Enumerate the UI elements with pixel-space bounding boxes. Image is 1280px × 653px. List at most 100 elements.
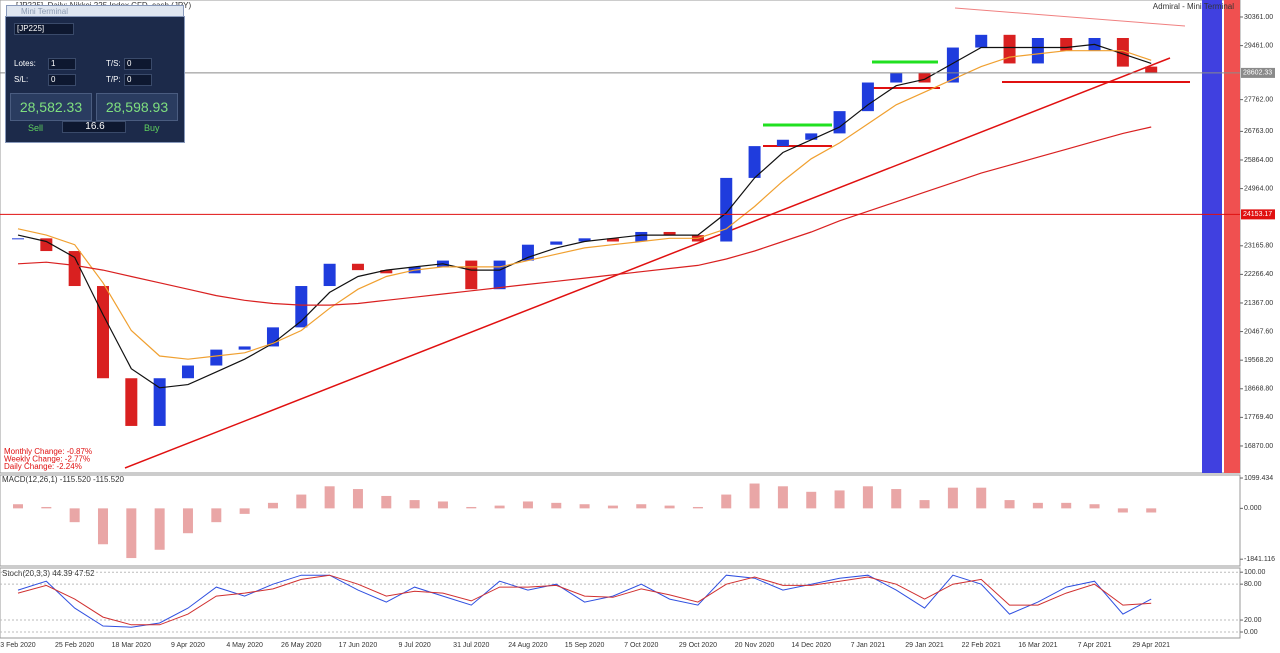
- macd-bar: [806, 491, 817, 509]
- candle: [663, 231, 676, 236]
- macd-bar: [551, 502, 562, 509]
- y-tick-label: 20467.60: [1244, 328, 1273, 335]
- candle: [465, 260, 478, 290]
- candle: [96, 286, 109, 379]
- price-level-box: [1241, 67, 1275, 78]
- macd-bar: [239, 508, 250, 514]
- candle: [40, 238, 53, 252]
- macd-bar: [41, 506, 52, 509]
- x-tick-label: 22 Feb 2021: [962, 642, 1001, 649]
- macd-bar: [1146, 508, 1157, 513]
- macd-panel: [0, 474, 1241, 567]
- candle: [550, 241, 563, 245]
- y-tick-label: 100.00: [1244, 569, 1266, 576]
- stoch-line: [17, 574, 1152, 626]
- annotation: Weekly Change: -2.77%: [4, 455, 90, 464]
- sell-button[interactable]: Sell: [28, 123, 44, 133]
- x-tick-label: 9 Jul 2020: [398, 642, 430, 649]
- macd-bar: [13, 504, 23, 509]
- annotation: Daily Change: -2.24%: [4, 462, 82, 471]
- moving-average: [17, 126, 1152, 306]
- candle: [68, 251, 81, 287]
- macd-bar: [607, 505, 618, 509]
- spread: 16.6: [62, 121, 126, 133]
- y-tick-label: 20.00: [1244, 617, 1262, 624]
- y-tick-label: 25864.00: [1244, 157, 1273, 164]
- macd-bar: [664, 505, 675, 509]
- buy-button[interactable]: Buy: [144, 123, 160, 133]
- candle: [975, 34, 988, 48]
- y-tick-label: 29461.00: [1244, 42, 1273, 49]
- macd-bar: [466, 506, 477, 509]
- candle: [833, 111, 846, 134]
- candle: [295, 286, 308, 328]
- price-level-label: 24153.17: [1243, 211, 1272, 218]
- macd-bar: [494, 505, 505, 509]
- ts[interactable]: 0: [124, 58, 152, 70]
- candle: [351, 263, 364, 271]
- macd-title: MACD(12,26,1) -115.520 -115.520: [2, 475, 125, 484]
- macd-bar: [947, 487, 958, 509]
- symbol[interactable]: [JP225]: [14, 23, 74, 35]
- macd-bar: [1117, 508, 1128, 513]
- bid[interactable]: 28,582.33: [10, 93, 92, 121]
- candle: [890, 72, 903, 83]
- x-tick-label: 7 Apr 2021: [1078, 642, 1112, 649]
- candle: [323, 263, 336, 287]
- trend-line: [954, 7, 1186, 27]
- y-tick-label: 0.00: [1244, 629, 1258, 636]
- x-tick-label: 29 Apr 2021: [1132, 642, 1170, 649]
- macd-bar: [409, 500, 420, 509]
- tp[interactable]: 0: [124, 74, 152, 86]
- candle: [153, 378, 166, 426]
- candle: [805, 133, 818, 140]
- macd-bar: [296, 494, 307, 509]
- x-tick-label: 31 Jul 2020: [453, 642, 489, 649]
- y-tick-label: 26763.00: [1244, 128, 1273, 135]
- macd-bar: [636, 504, 647, 509]
- candle: [606, 238, 619, 242]
- macd-bar: [919, 500, 930, 509]
- macd-bar: [126, 508, 137, 559]
- candle: [748, 146, 761, 178]
- annotation: Monthly Change: -0.87%: [4, 447, 92, 456]
- x-tick-label: 24 Aug 2020: [508, 642, 547, 649]
- candle: [776, 139, 789, 147]
- candle: [1116, 37, 1129, 67]
- candle: [181, 365, 194, 379]
- candle: [946, 47, 959, 83]
- x-tick-label: 29 Oct 2020: [679, 642, 717, 649]
- moving-average: [17, 43, 1152, 389]
- macd-bar: [154, 508, 165, 550]
- x-tick-label: 29 Jan 2021: [905, 642, 944, 649]
- y-tick-label: 23165.80: [1244, 243, 1273, 250]
- y-tick-label: 24964.00: [1244, 185, 1273, 192]
- macd-bar: [381, 495, 392, 509]
- macd-bar: [211, 508, 222, 523]
- stoch-panel: [0, 567, 1241, 639]
- sl[interactable]: 0: [48, 74, 76, 86]
- x-tick-label: 7 Jan 2021: [851, 642, 886, 649]
- candle: [1145, 66, 1158, 73]
- y-tick-label: 80.00: [1244, 581, 1262, 588]
- candle: [238, 346, 251, 350]
- macd-bar: [1032, 502, 1043, 509]
- price-panel: [0, 0, 1241, 474]
- candle: [493, 260, 506, 290]
- candle: [1060, 37, 1073, 51]
- y-tick-label: 18668.80: [1244, 386, 1273, 393]
- y-tick-label: 30361.00: [1244, 14, 1273, 21]
- candle: [720, 177, 733, 242]
- price-level-box: [1241, 209, 1275, 220]
- y-tick-label: 1099.434: [1244, 475, 1273, 482]
- candle: [380, 270, 393, 274]
- ask[interactable]: 28,598.93: [96, 93, 178, 121]
- x-tick-label: 16 Mar 2021: [1018, 642, 1057, 649]
- lots[interactable]: 1: [48, 58, 76, 70]
- candle: [635, 231, 648, 242]
- macd-bar: [976, 487, 987, 509]
- candle: [210, 349, 223, 366]
- trend-line: [124, 57, 1171, 469]
